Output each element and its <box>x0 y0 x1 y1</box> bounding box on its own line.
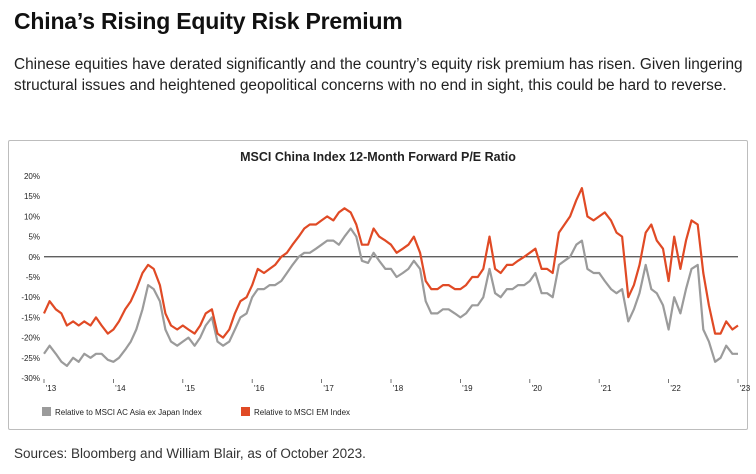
x-tick-label: '15 <box>185 384 196 393</box>
y-tick-label: -25% <box>21 354 40 363</box>
x-tick-label: '22 <box>670 384 681 393</box>
page-subtitle: Chinese equities have derated significan… <box>14 56 743 94</box>
y-tick-label: -30% <box>21 374 40 383</box>
y-tick-label: 20% <box>24 172 40 181</box>
y-tick-label: -20% <box>21 334 40 343</box>
legend-swatch <box>241 407 250 416</box>
x-tick-label: '16 <box>254 384 265 393</box>
x-tick-label: '21 <box>601 384 612 393</box>
page-title: China’s Rising Equity Risk Premium <box>14 8 403 34</box>
legend-label: Relative to MSCI EM Index <box>254 408 350 417</box>
x-tick-label: '20 <box>532 384 543 393</box>
x-tick-label: '17 <box>323 384 334 393</box>
y-tick-label: -10% <box>21 293 40 302</box>
y-tick-label: 5% <box>28 233 40 242</box>
y-tick-label: 10% <box>24 212 40 221</box>
series-line-msci-em <box>43 187 739 339</box>
series-line-asia-ex-japan <box>43 227 738 367</box>
chart-frame <box>8 140 748 430</box>
chart-title: MSCI China Index 12-Month Forward P/E Ra… <box>240 150 516 164</box>
x-tick-label: '19 <box>462 384 473 393</box>
x-tick-label: '14 <box>115 384 126 393</box>
x-tick-label: '13 <box>46 384 57 393</box>
y-tick-label: 0% <box>28 253 40 262</box>
legend-swatch <box>42 407 51 416</box>
y-tick-label: -5% <box>26 273 40 282</box>
x-tick-label: '18 <box>393 384 404 393</box>
y-tick-label: 15% <box>24 192 40 201</box>
source-note: Sources: Bloomberg and William Blair, as… <box>14 446 366 461</box>
legend-label: Relative to MSCI AC Asia ex Japan Index <box>55 408 202 417</box>
y-tick-label: -15% <box>21 313 40 322</box>
x-tick-label: '23 <box>740 384 751 393</box>
